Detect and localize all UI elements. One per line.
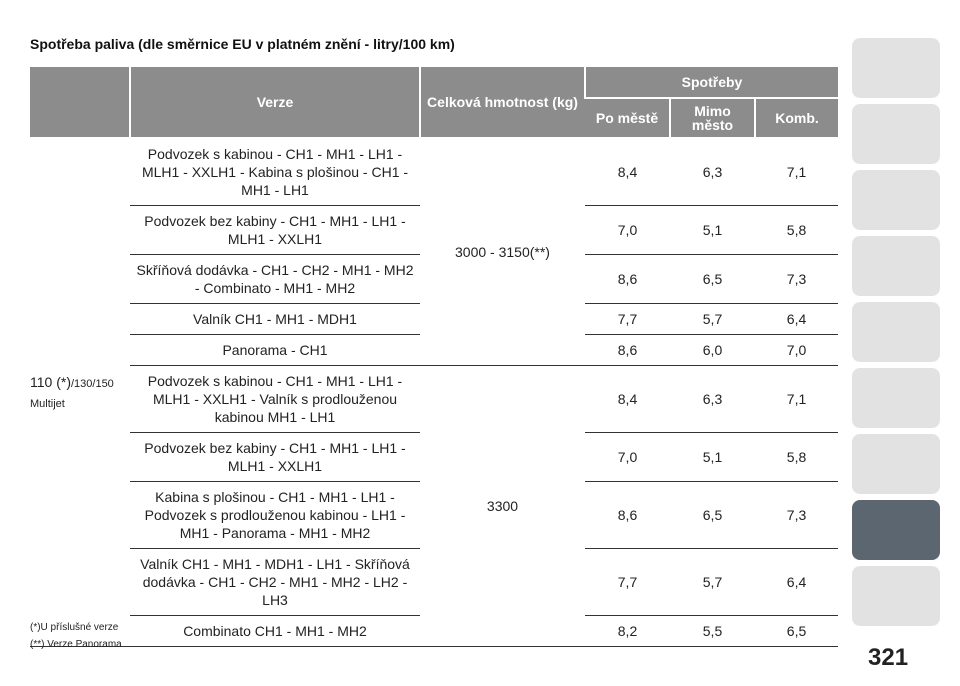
- section-tab: [852, 500, 940, 560]
- section-tab: [852, 236, 940, 296]
- value-cell: 7,3: [755, 254, 839, 304]
- value-cell: 6,5: [755, 615, 839, 647]
- header-cell: [30, 67, 130, 139]
- version-cell: Kabina s plošinou - CH1 - MH1 - LH1 - Po…: [130, 481, 420, 549]
- value-cell: 7,0: [755, 334, 839, 366]
- version-cell: Valník CH1 - MH1 - MDH1 - LH1 - Skříňová…: [130, 548, 420, 616]
- value-cell: 8,4: [585, 365, 670, 433]
- value-cell: 5,1: [670, 432, 755, 482]
- mass-cell: 3300: [420, 365, 585, 647]
- value-cell: 5,8: [755, 432, 839, 482]
- table-row: Podvozek bez kabiny - CH1 - MH1 - LH1 - …: [30, 205, 839, 255]
- value-cell: 7,0: [585, 205, 670, 255]
- engine-main: 110 (*): [30, 373, 71, 390]
- version-cell: Panorama - CH1: [130, 334, 420, 366]
- version-cell: Podvozek s kabinou - CH1 - MH1 - LH1 - M…: [130, 365, 420, 433]
- value-cell: 8,4: [585, 138, 670, 206]
- value-cell: 6,5: [670, 481, 755, 549]
- table-row: Podvozek s kabinou - CH1 - MH1 - LH1 - M…: [30, 365, 839, 647]
- section-tab: [852, 566, 940, 626]
- section-tab: [852, 368, 940, 428]
- version-cell: Podvozek bez kabiny - CH1 - MH1 - LH1 - …: [130, 432, 420, 482]
- header-cell: Celková hmotnost (kg): [419, 67, 585, 139]
- value-cell: 6,3: [670, 365, 755, 433]
- table-row: Panorama - CH1 8,6 6,0 7,0: [30, 334, 839, 366]
- value-cell: 8,6: [585, 334, 670, 366]
- section-tab: [852, 302, 940, 362]
- section-tab: [852, 434, 940, 494]
- section-tab: [852, 38, 940, 98]
- header-cell: Mimo město: [669, 98, 755, 139]
- consumption-table: Verze Celková hmotnost (kg) Spotřeby Po …: [30, 67, 839, 647]
- table-row: Valník CH1 - MH1 - MDH1 - LH1 - Skříňová…: [30, 548, 839, 616]
- version-cell: Podvozek s kabinou - CH1 - MH1 - LH1 - M…: [130, 138, 420, 206]
- value-cell: 6,5: [670, 254, 755, 304]
- footnote: (*)U příslušné verze: [30, 622, 119, 633]
- header-cell: Verze: [129, 67, 420, 139]
- value-cell: 7,3: [755, 481, 839, 549]
- table-row: Podvozek bez kabiny - CH1 - MH1 - LH1 - …: [30, 432, 839, 482]
- version-cell: Podvozek bez kabiny - CH1 - MH1 - LH1 - …: [130, 205, 420, 255]
- version-cell: Skříňová dodávka - CH1 - CH2 - MH1 - MH2…: [130, 254, 420, 304]
- value-cell: 7,1: [755, 365, 839, 433]
- value-cell: 7,0: [585, 432, 670, 482]
- version-cell: Combinato CH1 - MH1 - MH2: [130, 615, 420, 647]
- version-cell: Valník CH1 - MH1 - MDH1: [130, 303, 420, 335]
- table-row: Skříňová dodávka - CH1 - CH2 - MH1 - MH2…: [30, 254, 839, 304]
- value-cell: 5,5: [670, 615, 755, 647]
- table-row: Valník CH1 - MH1 - MDH1 7,7 5,7 6,4: [30, 303, 839, 335]
- value-cell: 7,1: [755, 138, 839, 206]
- header-cell: Po městě: [585, 98, 670, 139]
- value-cell: 8,2: [585, 615, 670, 647]
- mass-cell: 3000 - 3150(**): [420, 138, 585, 366]
- value-cell: 8,6: [585, 481, 670, 549]
- engine-cell: 110 (*)/130/150 Multijet: [30, 138, 130, 647]
- table-row: Kabina s plošinou - CH1 - MH1 - LH1 - Po…: [30, 481, 839, 549]
- value-cell: 5,8: [755, 205, 839, 255]
- table-row: Combinato CH1 - MH1 - MH2 8,2 5,5 6,5: [30, 615, 839, 647]
- value-cell: 7,7: [585, 303, 670, 335]
- value-cell: 5,7: [670, 303, 755, 335]
- footnote: (**) Verze Panorama: [30, 639, 122, 650]
- value-cell: 8,6: [585, 254, 670, 304]
- page-number: 321: [868, 644, 909, 671]
- section-tab: [852, 170, 940, 230]
- table-row: 110 (*)/130/150 Multijet Podvozek s kabin…: [30, 138, 839, 647]
- title: Spotřeba paliva (dle směrnice EU v platn…: [30, 36, 455, 52]
- engine-sub: /130/150 Multijet: [30, 377, 114, 410]
- header-cell: Spotřeby: [583, 67, 839, 99]
- header-cell: Komb.: [753, 98, 839, 139]
- section-tab: [852, 104, 940, 164]
- value-cell: 6,3: [670, 138, 755, 206]
- value-cell: 5,1: [670, 205, 755, 255]
- value-cell: 7,7: [585, 548, 670, 616]
- value-cell: 6,4: [755, 548, 839, 616]
- value-cell: 5,7: [670, 548, 755, 616]
- value-cell: 6,4: [755, 303, 839, 335]
- value-cell: 6,0: [670, 334, 755, 366]
